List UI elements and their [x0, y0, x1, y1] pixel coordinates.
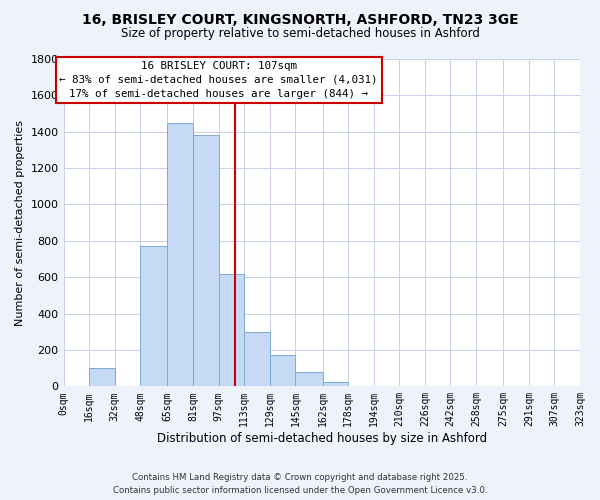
Bar: [295, 372, 323, 386]
Text: 16, BRISLEY COURT, KINGSNORTH, ASHFORD, TN23 3GE: 16, BRISLEY COURT, KINGSNORTH, ASHFORD, …: [82, 12, 518, 26]
Text: Size of property relative to semi-detached houses in Ashford: Size of property relative to semi-detach…: [121, 28, 479, 40]
Bar: [323, 382, 348, 386]
X-axis label: Distribution of semi-detached houses by size in Ashford: Distribution of semi-detached houses by …: [157, 432, 487, 445]
Y-axis label: Number of semi-detached properties: Number of semi-detached properties: [15, 120, 25, 326]
Text: Contains HM Land Registry data © Crown copyright and database right 2025.
Contai: Contains HM Land Registry data © Crown c…: [113, 474, 487, 495]
Bar: [270, 356, 295, 386]
Bar: [89, 368, 115, 386]
Bar: [244, 332, 270, 386]
Bar: [140, 246, 167, 386]
Text: 16 BRISLEY COURT: 107sqm
← 83% of semi-detached houses are smaller (4,031)
17% o: 16 BRISLEY COURT: 107sqm ← 83% of semi-d…: [59, 61, 378, 99]
Bar: [167, 122, 193, 386]
Bar: [218, 274, 244, 386]
Bar: [193, 136, 218, 386]
